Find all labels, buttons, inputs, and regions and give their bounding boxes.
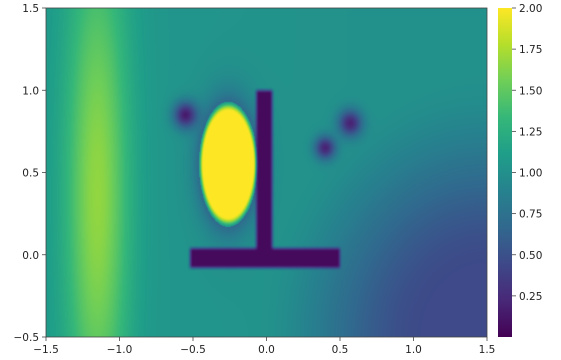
x-tick-label: 0.5 [332, 344, 349, 356]
colorbar-tick-label: 0.25 [519, 291, 542, 303]
colorbar-tick-label: 0.50 [519, 250, 542, 262]
x-tick-label: 1.5 [479, 344, 496, 356]
x-tick-label: −1.5 [33, 344, 59, 356]
colorbar-tick-label: 1.25 [519, 126, 542, 138]
y-tick-label: 1.0 [22, 85, 39, 97]
y-axis: −0.5 0.0 0.5 1.0 1.5 [14, 3, 46, 344]
x-tick-label: −0.5 [180, 344, 206, 356]
colorbar-tick-label: 0.75 [519, 209, 542, 221]
colorbar: 0.25 0.50 0.75 1.00 1.25 1.50 1.75 2.00 [498, 3, 542, 337]
x-tick-label: 0.0 [258, 344, 275, 356]
y-tick-label: −0.5 [14, 332, 40, 344]
y-tick-label: 1.5 [22, 3, 39, 15]
x-axis: −1.5 −1.0 −0.5 0.0 0.5 1.0 1.5 [33, 337, 495, 356]
colorbar-tick-label: 1.50 [519, 85, 542, 97]
x-tick-label: 1.0 [405, 344, 422, 356]
colorbar-tick-label: 2.00 [519, 3, 542, 15]
colorbar-tick-label: 1.75 [519, 44, 542, 56]
colorbar-tick-label: 1.00 [519, 168, 542, 180]
plot-area [45, 7, 488, 338]
x-tick-label: −1.0 [107, 344, 133, 356]
colorbar-gradient [498, 8, 512, 337]
y-tick-label: 0.5 [22, 168, 39, 180]
y-tick-label: 0.0 [22, 250, 39, 262]
heatmap-image [46, 8, 487, 337]
